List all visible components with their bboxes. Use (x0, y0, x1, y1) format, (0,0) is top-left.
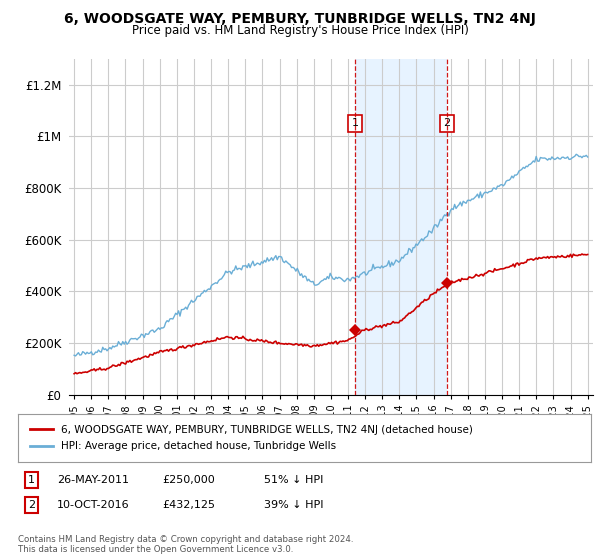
Text: 2: 2 (28, 500, 35, 510)
Text: 10-OCT-2016: 10-OCT-2016 (57, 500, 130, 510)
Text: 26-MAY-2011: 26-MAY-2011 (57, 475, 129, 485)
Text: £250,000: £250,000 (162, 475, 215, 485)
Legend: 6, WOODSGATE WAY, PEMBURY, TUNBRIDGE WELLS, TN2 4NJ (detached house), HPI: Avera: 6, WOODSGATE WAY, PEMBURY, TUNBRIDGE WEL… (26, 421, 478, 455)
Text: 1: 1 (352, 118, 358, 128)
Text: 2: 2 (443, 118, 451, 128)
Text: 39% ↓ HPI: 39% ↓ HPI (264, 500, 323, 510)
Text: 6, WOODSGATE WAY, PEMBURY, TUNBRIDGE WELLS, TN2 4NJ: 6, WOODSGATE WAY, PEMBURY, TUNBRIDGE WEL… (64, 12, 536, 26)
Text: 1: 1 (28, 475, 35, 485)
Bar (355, 59, 447, 395)
Text: 51% ↓ HPI: 51% ↓ HPI (264, 475, 323, 485)
Text: £432,125: £432,125 (162, 500, 215, 510)
Text: Price paid vs. HM Land Registry's House Price Index (HPI): Price paid vs. HM Land Registry's House … (131, 24, 469, 36)
Text: Contains HM Land Registry data © Crown copyright and database right 2024.
This d: Contains HM Land Registry data © Crown c… (18, 535, 353, 554)
